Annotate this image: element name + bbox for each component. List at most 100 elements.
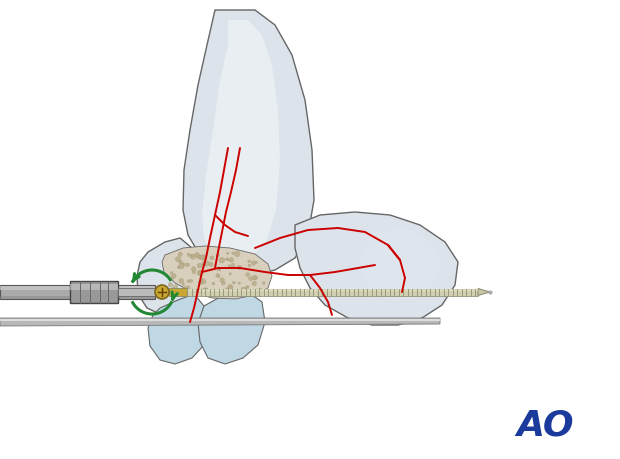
Circle shape [226, 258, 228, 260]
Circle shape [226, 258, 229, 261]
Circle shape [183, 287, 188, 292]
Circle shape [205, 288, 208, 291]
Circle shape [197, 270, 203, 275]
Ellipse shape [360, 230, 440, 300]
Circle shape [187, 253, 190, 256]
Circle shape [192, 267, 196, 271]
Circle shape [168, 283, 173, 287]
Circle shape [217, 268, 220, 271]
Circle shape [252, 281, 257, 285]
Circle shape [170, 272, 173, 274]
Circle shape [218, 275, 220, 277]
Circle shape [192, 271, 195, 274]
Circle shape [209, 262, 213, 267]
FancyBboxPatch shape [187, 289, 478, 296]
Circle shape [178, 252, 182, 257]
Circle shape [172, 274, 176, 278]
Circle shape [182, 283, 185, 285]
Circle shape [229, 257, 234, 262]
Circle shape [210, 256, 214, 260]
Circle shape [251, 261, 255, 265]
Circle shape [172, 287, 175, 290]
Text: AO: AO [516, 408, 574, 442]
Circle shape [182, 263, 185, 266]
Circle shape [171, 277, 174, 280]
FancyBboxPatch shape [0, 296, 155, 299]
Polygon shape [198, 292, 265, 364]
Circle shape [238, 282, 241, 284]
Circle shape [228, 265, 230, 267]
Circle shape [202, 255, 206, 260]
Circle shape [247, 285, 249, 288]
Circle shape [234, 251, 240, 257]
Circle shape [179, 260, 182, 263]
FancyBboxPatch shape [0, 285, 155, 299]
Polygon shape [202, 20, 280, 263]
Polygon shape [162, 246, 272, 299]
Circle shape [190, 280, 193, 282]
Circle shape [228, 285, 232, 290]
Circle shape [190, 254, 193, 257]
Circle shape [186, 286, 190, 290]
Circle shape [175, 257, 180, 262]
Circle shape [190, 254, 195, 259]
Circle shape [255, 261, 257, 263]
Circle shape [226, 252, 229, 255]
Circle shape [187, 280, 190, 283]
Circle shape [174, 285, 177, 289]
Circle shape [216, 274, 219, 277]
Circle shape [226, 288, 228, 290]
Ellipse shape [155, 285, 169, 299]
Circle shape [249, 277, 253, 280]
Circle shape [241, 287, 246, 292]
FancyBboxPatch shape [0, 286, 155, 290]
FancyBboxPatch shape [70, 281, 118, 303]
Circle shape [179, 279, 184, 283]
Circle shape [229, 273, 231, 275]
Polygon shape [183, 10, 314, 275]
Circle shape [229, 286, 232, 290]
FancyBboxPatch shape [70, 284, 118, 290]
Circle shape [232, 281, 235, 284]
Circle shape [220, 278, 224, 282]
Circle shape [199, 280, 203, 284]
Circle shape [212, 282, 215, 285]
Circle shape [237, 265, 241, 269]
FancyBboxPatch shape [187, 289, 478, 291]
Circle shape [216, 253, 219, 257]
Circle shape [219, 269, 221, 271]
Polygon shape [137, 238, 198, 314]
Circle shape [179, 263, 184, 269]
Circle shape [254, 276, 257, 279]
Circle shape [231, 263, 235, 267]
Circle shape [202, 288, 207, 294]
Circle shape [215, 290, 218, 293]
Circle shape [203, 288, 208, 292]
Circle shape [219, 257, 224, 263]
Circle shape [200, 279, 206, 284]
Circle shape [248, 264, 250, 267]
Circle shape [185, 263, 189, 267]
Circle shape [248, 260, 250, 263]
Circle shape [177, 266, 180, 269]
Polygon shape [478, 289, 490, 296]
Polygon shape [0, 319, 440, 321]
Circle shape [202, 262, 206, 266]
Circle shape [258, 288, 263, 293]
Polygon shape [0, 318, 440, 326]
Circle shape [232, 252, 234, 254]
Circle shape [200, 255, 205, 260]
Circle shape [192, 289, 195, 293]
Circle shape [252, 275, 257, 280]
Polygon shape [148, 294, 208, 364]
Circle shape [246, 273, 250, 277]
Circle shape [221, 281, 225, 285]
Polygon shape [295, 212, 458, 325]
FancyBboxPatch shape [118, 288, 155, 296]
Circle shape [197, 263, 202, 268]
Circle shape [205, 261, 210, 266]
Circle shape [198, 271, 203, 275]
Circle shape [262, 282, 265, 285]
Circle shape [195, 252, 199, 257]
FancyBboxPatch shape [169, 288, 187, 296]
